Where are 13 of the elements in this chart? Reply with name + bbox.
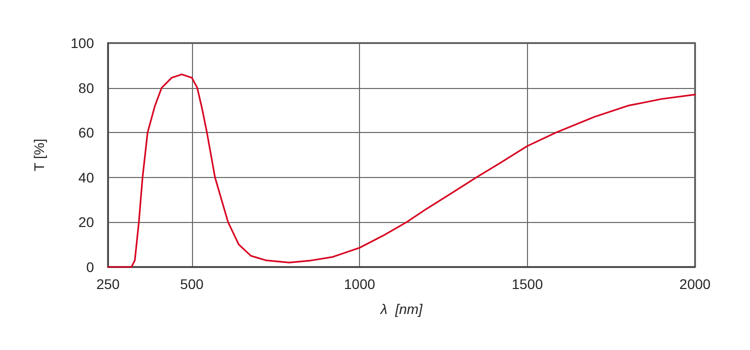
x-tick-label: 250: [96, 276, 120, 292]
y-tick-label: 20: [78, 214, 94, 230]
x-tick-label: 500: [180, 276, 204, 292]
y-tick-label: 0: [86, 259, 94, 275]
y-tick-label: 100: [70, 35, 94, 51]
x-axis-title: λ [nm]: [380, 301, 424, 317]
y-tick-label: 60: [78, 124, 94, 141]
y-tick-label: 40: [78, 169, 94, 186]
y-axis-title: T [%]: [31, 138, 47, 172]
x-tick-label: 1000: [344, 276, 376, 292]
x-tick-label: 2000: [679, 276, 711, 292]
x-tick-label: 1500: [512, 276, 544, 292]
y-tick-label: 80: [78, 80, 94, 96]
